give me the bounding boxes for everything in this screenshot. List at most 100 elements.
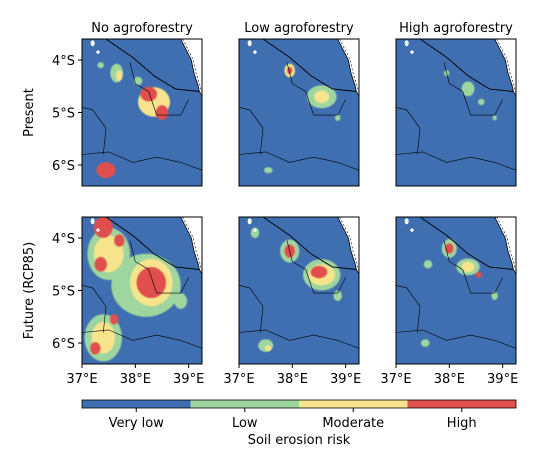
risk-area-high [93, 217, 113, 238]
admin-boundary [239, 285, 264, 333]
coast-detail [182, 39, 202, 94]
colorbar-segment [407, 400, 516, 408]
sea [180, 217, 202, 364]
risk-area-low [333, 290, 343, 302]
panel-frame [395, 38, 517, 187]
map-panel-future-high [395, 216, 517, 365]
x-tick-label: 38°E [120, 372, 151, 387]
admin-boundary [239, 151, 359, 171]
lake [247, 218, 252, 225]
risk-area-high [475, 271, 482, 278]
row-label: Future (RCP85) [22, 242, 37, 340]
risk-area-high [445, 243, 454, 254]
panel-frame [238, 38, 360, 187]
colorbar-segment [299, 400, 408, 408]
country-border [262, 39, 357, 92]
risk-area-low [423, 260, 433, 269]
admin-boundary [443, 62, 503, 116]
map-panel-present-none [81, 38, 203, 187]
colorbar-class-label: Low [232, 416, 258, 431]
sea [494, 39, 516, 186]
risk-area-low [478, 98, 485, 106]
risk-area-low [174, 293, 188, 309]
x-tick-label: 37°E [66, 372, 97, 387]
admin-boundary [239, 107, 264, 155]
map-panel-future-none [81, 216, 203, 365]
admin-boundary [82, 329, 202, 349]
country-border [105, 39, 200, 92]
y-tick-label: 5°S [52, 107, 75, 122]
lake [90, 40, 95, 47]
risk-area-low [250, 227, 260, 239]
colorbar: Very low Low Moderate High Soil erosion risk [81, 399, 517, 448]
x-tick-label: 39°E [173, 372, 204, 387]
admin-boundary [286, 62, 346, 116]
colorbar-segment [190, 400, 299, 408]
land-very-low [239, 217, 359, 364]
admin-boundary [443, 240, 503, 294]
admin-boundary [286, 240, 346, 294]
risk-area-high [140, 86, 158, 102]
risk-area-high [310, 265, 328, 279]
coast-detail [496, 217, 516, 272]
lake [95, 50, 101, 55]
risk-area-low [491, 291, 498, 300]
panel-frame [238, 216, 360, 365]
admin-boundary [129, 240, 189, 294]
column-title: High agroforestry [399, 21, 513, 36]
risk-area-high [90, 342, 101, 355]
admin-boundary [82, 285, 107, 333]
colorbar-class-label: High [447, 416, 477, 431]
lake [95, 228, 101, 233]
risk-area-moderate [265, 345, 272, 352]
admin-boundary [239, 329, 359, 349]
map-panel-present-low [238, 38, 360, 187]
map-panel-present-high [395, 38, 517, 187]
map-panel-future-low [238, 216, 360, 365]
risk-area-high [114, 234, 125, 247]
x-tick-label: 39°E [330, 372, 361, 387]
colorbar-segment [82, 400, 191, 408]
y-tick-label: 5°S [52, 285, 75, 300]
risk-area-low [492, 115, 497, 121]
coast-detail [339, 217, 359, 272]
land-very-low [396, 39, 516, 186]
country-border [105, 217, 200, 270]
x-tick-label: 37°E [223, 372, 254, 387]
y-tick-label: 6°S [52, 159, 75, 174]
lake [409, 228, 415, 233]
risk-area-low [421, 339, 430, 347]
coast-detail [182, 217, 202, 272]
sea [337, 217, 359, 364]
sea [337, 39, 359, 186]
land-very-low [82, 39, 202, 186]
admin-boundary [129, 62, 189, 116]
risk-area-low [335, 114, 341, 121]
y-tick-label: 4°S [52, 54, 75, 69]
admin-boundary [396, 329, 516, 349]
x-tick-label: 39°E [487, 372, 518, 387]
lake [247, 40, 252, 47]
risk-area-low [264, 167, 273, 174]
column-title: Low agroforestry [244, 21, 354, 36]
colorbar-frame [81, 399, 517, 409]
lake [404, 40, 409, 47]
risk-area-high [155, 105, 169, 120]
x-tick-label: 38°E [434, 372, 465, 387]
risk-area-low [97, 62, 104, 69]
risk-area-low [133, 76, 143, 86]
admin-boundary [82, 151, 202, 171]
row-label: Present [22, 88, 37, 137]
column-title: No agroforestry [91, 21, 193, 36]
lake [404, 218, 409, 225]
land-very-low [396, 217, 516, 364]
coast-detail [339, 39, 359, 94]
admin-boundary [396, 107, 421, 155]
coast-detail [496, 39, 516, 94]
lake [252, 228, 258, 233]
risk-area-high [109, 314, 119, 325]
admin-boundary [396, 285, 421, 333]
country-border [419, 39, 514, 92]
risk-area-moderate [314, 90, 330, 104]
risk-area-high [94, 256, 108, 272]
